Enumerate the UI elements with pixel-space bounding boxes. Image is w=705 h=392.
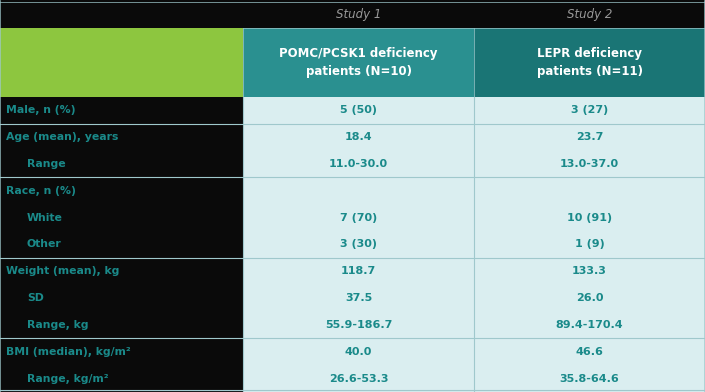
- Text: Study 1: Study 1: [336, 7, 381, 21]
- Text: 1 (9): 1 (9): [575, 240, 604, 249]
- Text: 133.3: 133.3: [572, 266, 607, 276]
- Text: LEPR deficiency
patients (N=11): LEPR deficiency patients (N=11): [537, 47, 642, 78]
- Text: BMI (median), kg/m²: BMI (median), kg/m²: [6, 347, 130, 357]
- Text: 35.8-64.6: 35.8-64.6: [560, 374, 620, 384]
- Bar: [243, 285, 705, 312]
- Bar: [243, 97, 705, 123]
- Text: 7 (70): 7 (70): [340, 212, 377, 223]
- Text: Other: Other: [27, 240, 61, 249]
- Bar: [243, 123, 705, 151]
- Bar: [0, 338, 243, 365]
- Bar: [0, 177, 243, 204]
- Bar: [243, 28, 474, 97]
- Bar: [0, 0, 243, 28]
- Text: 10 (91): 10 (91): [567, 212, 612, 223]
- Text: 3 (27): 3 (27): [571, 105, 608, 115]
- Bar: [0, 28, 243, 97]
- Text: Range, kg/m²: Range, kg/m²: [27, 374, 109, 384]
- Text: Weight (mean), kg: Weight (mean), kg: [6, 266, 119, 276]
- Bar: [243, 338, 705, 365]
- Text: 26.0: 26.0: [576, 293, 603, 303]
- Text: 55.9-186.7: 55.9-186.7: [325, 320, 393, 330]
- Text: 5 (50): 5 (50): [341, 105, 377, 115]
- Bar: [474, 28, 705, 97]
- Text: 46.6: 46.6: [575, 347, 603, 357]
- Text: POMC/PCSK1 deficiency
patients (N=10): POMC/PCSK1 deficiency patients (N=10): [279, 47, 438, 78]
- Text: 40.0: 40.0: [345, 347, 372, 357]
- Text: Age (mean), years: Age (mean), years: [6, 132, 118, 142]
- Text: Race, n (%): Race, n (%): [6, 186, 75, 196]
- Text: Range, kg: Range, kg: [27, 320, 88, 330]
- Text: 11.0-30.0: 11.0-30.0: [329, 159, 388, 169]
- Bar: [243, 258, 705, 285]
- Text: 23.7: 23.7: [576, 132, 603, 142]
- Bar: [0, 97, 243, 123]
- Text: Study 2: Study 2: [567, 7, 612, 21]
- Text: 18.4: 18.4: [345, 132, 372, 142]
- Bar: [243, 151, 705, 177]
- Bar: [243, 177, 705, 204]
- Text: Range: Range: [27, 159, 66, 169]
- Bar: [0, 285, 243, 312]
- Bar: [243, 312, 705, 338]
- Text: SD: SD: [27, 293, 44, 303]
- Text: Male, n (%): Male, n (%): [6, 105, 75, 115]
- Text: 26.6-53.3: 26.6-53.3: [329, 374, 388, 384]
- Bar: [0, 312, 243, 338]
- Bar: [474, 0, 705, 28]
- Bar: [243, 204, 705, 231]
- Bar: [0, 151, 243, 177]
- Text: White: White: [27, 212, 63, 223]
- Text: 3 (30): 3 (30): [341, 240, 377, 249]
- Text: 13.0-37.0: 13.0-37.0: [560, 159, 619, 169]
- Text: 37.5: 37.5: [345, 293, 372, 303]
- Bar: [243, 0, 474, 28]
- Bar: [0, 204, 243, 231]
- Bar: [0, 123, 243, 151]
- Bar: [0, 258, 243, 285]
- Text: 118.7: 118.7: [341, 266, 376, 276]
- Bar: [243, 365, 705, 392]
- Bar: [243, 231, 705, 258]
- Text: 89.4-170.4: 89.4-170.4: [556, 320, 623, 330]
- Bar: [0, 231, 243, 258]
- Bar: [0, 365, 243, 392]
